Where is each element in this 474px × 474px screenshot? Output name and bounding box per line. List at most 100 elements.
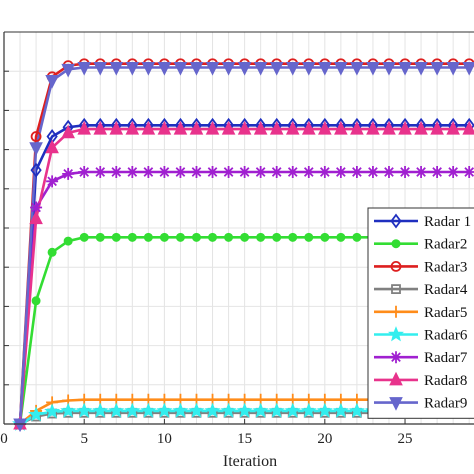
series-7-point <box>415 166 428 178</box>
series-2-point <box>175 232 185 242</box>
series-2-point <box>31 296 41 306</box>
series-6-point <box>316 402 333 418</box>
series-1-point <box>30 162 42 178</box>
series-9-point <box>157 61 172 76</box>
series-8-point <box>125 120 140 135</box>
series-8-point <box>253 120 268 135</box>
legend-swatch-marker <box>391 239 401 249</box>
legend: Radar 1 Radar2 Radar3 Radar4 Radar5 Radar6 Rad… <box>367 207 474 419</box>
series-8-point <box>29 210 43 225</box>
x-tick-label: 5 <box>80 431 88 447</box>
series-8-point <box>237 120 252 135</box>
legend-entry-label: Radar4 <box>424 282 468 298</box>
series-6-point <box>172 402 189 418</box>
series-9-point <box>334 61 348 76</box>
series-9-point <box>318 61 332 76</box>
series-9-point <box>61 63 75 78</box>
series-6-point <box>268 402 285 418</box>
series-8-point <box>414 120 428 135</box>
series-8-point <box>430 120 444 135</box>
series-8-point <box>173 120 188 135</box>
series-9-point <box>301 61 316 76</box>
series-8-point <box>462 120 474 135</box>
series-7-point <box>334 166 347 178</box>
x-tick-label: 25 <box>398 431 413 447</box>
series-8-point <box>285 120 300 135</box>
series-7-point <box>174 166 187 178</box>
legend-entry-label: Radar8 <box>424 373 467 389</box>
series-6-point <box>156 402 173 418</box>
series-7-point <box>366 166 379 178</box>
series-7-point <box>254 166 267 178</box>
series-9-point <box>269 61 284 76</box>
series-2-point <box>208 232 218 242</box>
series-8-point <box>446 120 460 135</box>
series-2-point <box>47 247 57 257</box>
series-7-point <box>110 166 123 178</box>
legend-entry-label: Radar 1 <box>424 214 471 230</box>
legend-swatch-marker <box>390 213 402 229</box>
series-8-point <box>205 120 220 135</box>
series-9-point <box>462 61 474 76</box>
series-7-point <box>286 166 299 178</box>
series-7-point <box>30 201 43 214</box>
legend-entry-label: Radar7 <box>424 350 468 366</box>
series-9-point <box>430 61 444 76</box>
series-9-point <box>93 61 108 76</box>
series-2-point <box>111 232 121 242</box>
legend-entry-label: Radar2 <box>424 237 467 253</box>
series-2-point <box>272 232 282 242</box>
x-tick-label: 10 <box>157 431 172 447</box>
series-8-point <box>93 120 108 135</box>
series-8-point <box>45 139 59 154</box>
legend-entry-label: Radar9 <box>424 396 467 412</box>
legend-swatch-marker <box>390 260 402 272</box>
legend-swatch-marker <box>390 305 402 318</box>
series-7-point <box>463 166 474 178</box>
legend-entry-label: Radar3 <box>424 259 467 275</box>
series-8-point <box>221 120 236 135</box>
series-7-point <box>158 166 171 178</box>
series-2-point <box>336 232 346 242</box>
series-8-point <box>141 120 156 135</box>
series-9-point <box>141 61 156 76</box>
series-6-point <box>108 402 125 418</box>
series-8-point <box>350 120 364 135</box>
series-7-point <box>142 166 155 178</box>
series-markers <box>12 58 474 433</box>
series-8-point <box>366 120 380 135</box>
series-6-point <box>44 403 61 419</box>
series-6-point <box>236 402 253 418</box>
series-8-point <box>334 120 348 135</box>
series-6-point <box>140 402 157 418</box>
series-8-point <box>109 120 124 135</box>
legend-entry-label: Radar6 <box>424 328 468 344</box>
series-9-point <box>285 61 300 76</box>
series-3-point <box>30 131 42 142</box>
legend-swatch-marker <box>390 351 402 364</box>
series-9-point <box>77 61 92 76</box>
series-7-point <box>447 166 460 178</box>
series-9-point <box>446 61 460 76</box>
series-7-point <box>206 166 219 178</box>
series-2-point <box>256 232 266 242</box>
series-2-point <box>288 232 298 242</box>
series-9-point <box>253 61 268 76</box>
series-9-point <box>221 61 236 76</box>
x-tick-label: 20 <box>317 431 332 447</box>
series-8-point <box>77 120 92 135</box>
series-2-point <box>127 232 137 242</box>
series-7-point <box>431 166 444 178</box>
series-2-point <box>240 232 250 242</box>
x-axis-label: Iteration <box>223 453 277 470</box>
series-9-point <box>382 61 396 76</box>
series-7-point <box>399 166 412 178</box>
series-7-point <box>78 166 91 178</box>
series-2-point <box>304 232 314 242</box>
series-8-point <box>382 120 396 135</box>
series-7-point <box>238 166 251 178</box>
legend-swatch-marker <box>391 284 401 295</box>
series-6-point <box>76 402 93 418</box>
series-9-point <box>350 61 364 76</box>
